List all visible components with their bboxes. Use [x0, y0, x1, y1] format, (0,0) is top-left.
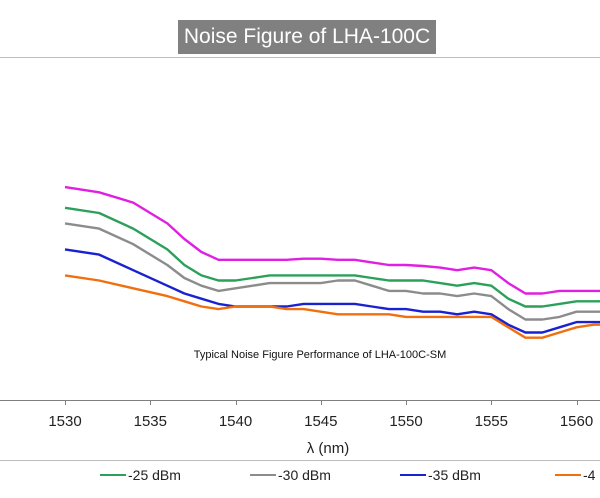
series-line-minus20dBm [64, 185, 600, 295]
chart-title: Noise Figure of LHA-100C [178, 20, 436, 54]
legend-item: dBm [0, 467, 1, 483]
x-tick [406, 400, 407, 405]
x-tick-label: 1530 [48, 413, 82, 430]
legend-swatch [555, 474, 581, 476]
legend-swatch [250, 474, 276, 476]
series-line-minus40dBm [64, 274, 600, 339]
legend-swatch [100, 474, 126, 476]
x-tick-label: 1540 [218, 413, 253, 430]
legend: dBm -25 dBm -30 dBm -35 dBm -4 [0, 460, 600, 498]
legend-label: dBm [0, 467, 1, 483]
plot-area [64, 185, 600, 339]
legend-item: -30 dBm [250, 467, 331, 483]
series-line-minus25dBm [64, 206, 600, 308]
x-tick [235, 400, 237, 405]
x-tick [65, 400, 66, 405]
x-tick-label: 1550 [389, 413, 423, 430]
legend-label: -35 dBm [428, 467, 481, 483]
chart-annotation: Typical Noise Figure Performance of LHA-… [193, 349, 447, 361]
x-tick-label: 1560 [559, 413, 594, 430]
x-tick [150, 400, 152, 405]
series-line-minus35dBm [64, 248, 600, 334]
legend-item: -4 [555, 467, 595, 483]
title-bar: Noise Figure of LHA-100C [0, 0, 600, 58]
legend-item: -25 dBm [100, 467, 181, 483]
x-tick-label: 1535 [133, 413, 167, 430]
legend-label: -25 dBm [128, 467, 181, 483]
x-axis-line [0, 400, 600, 401]
legend-label: -30 dBm [278, 467, 331, 483]
x-tick [491, 400, 493, 405]
x-tick-label: 1545 [304, 413, 338, 430]
legend-swatch [400, 474, 426, 476]
legend-label: -4 [583, 467, 596, 483]
x-axis-label: λ (nm) [306, 440, 350, 457]
x-tick [576, 400, 578, 405]
legend-item: -35 dBm [400, 467, 481, 483]
series-line-minus30dBm [64, 222, 600, 321]
x-tick [320, 400, 322, 405]
x-tick-label: 1555 [474, 413, 508, 430]
